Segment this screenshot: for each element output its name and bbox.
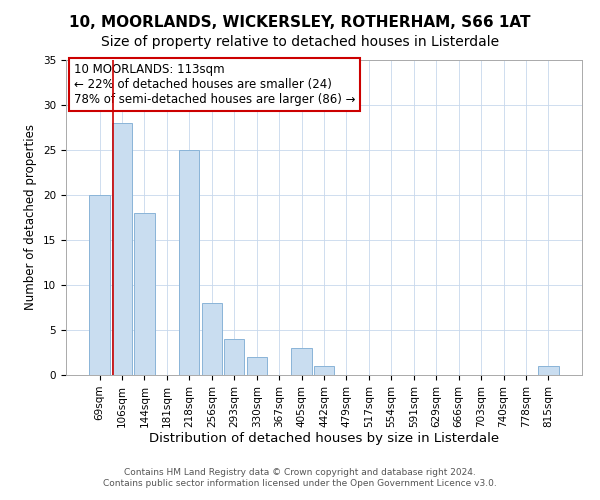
Bar xyxy=(202,303,222,375)
Text: 10 MOORLANDS: 113sqm
← 22% of detached houses are smaller (24)
78% of semi-detac: 10 MOORLANDS: 113sqm ← 22% of detached h… xyxy=(74,63,355,106)
Bar xyxy=(292,348,311,375)
Text: 10, MOORLANDS, WICKERSLEY, ROTHERHAM, S66 1AT: 10, MOORLANDS, WICKERSLEY, ROTHERHAM, S6… xyxy=(69,15,531,30)
Text: Contains HM Land Registry data © Crown copyright and database right 2024.
Contai: Contains HM Land Registry data © Crown c… xyxy=(103,468,497,487)
Bar xyxy=(538,366,559,375)
Bar xyxy=(112,123,132,375)
Bar xyxy=(224,339,244,375)
X-axis label: Distribution of detached houses by size in Listerdale: Distribution of detached houses by size … xyxy=(149,432,499,446)
Y-axis label: Number of detached properties: Number of detached properties xyxy=(25,124,37,310)
Bar xyxy=(89,195,110,375)
Bar xyxy=(314,366,334,375)
Bar xyxy=(134,213,155,375)
Text: Size of property relative to detached houses in Listerdale: Size of property relative to detached ho… xyxy=(101,35,499,49)
Bar xyxy=(247,357,267,375)
Bar xyxy=(179,150,199,375)
